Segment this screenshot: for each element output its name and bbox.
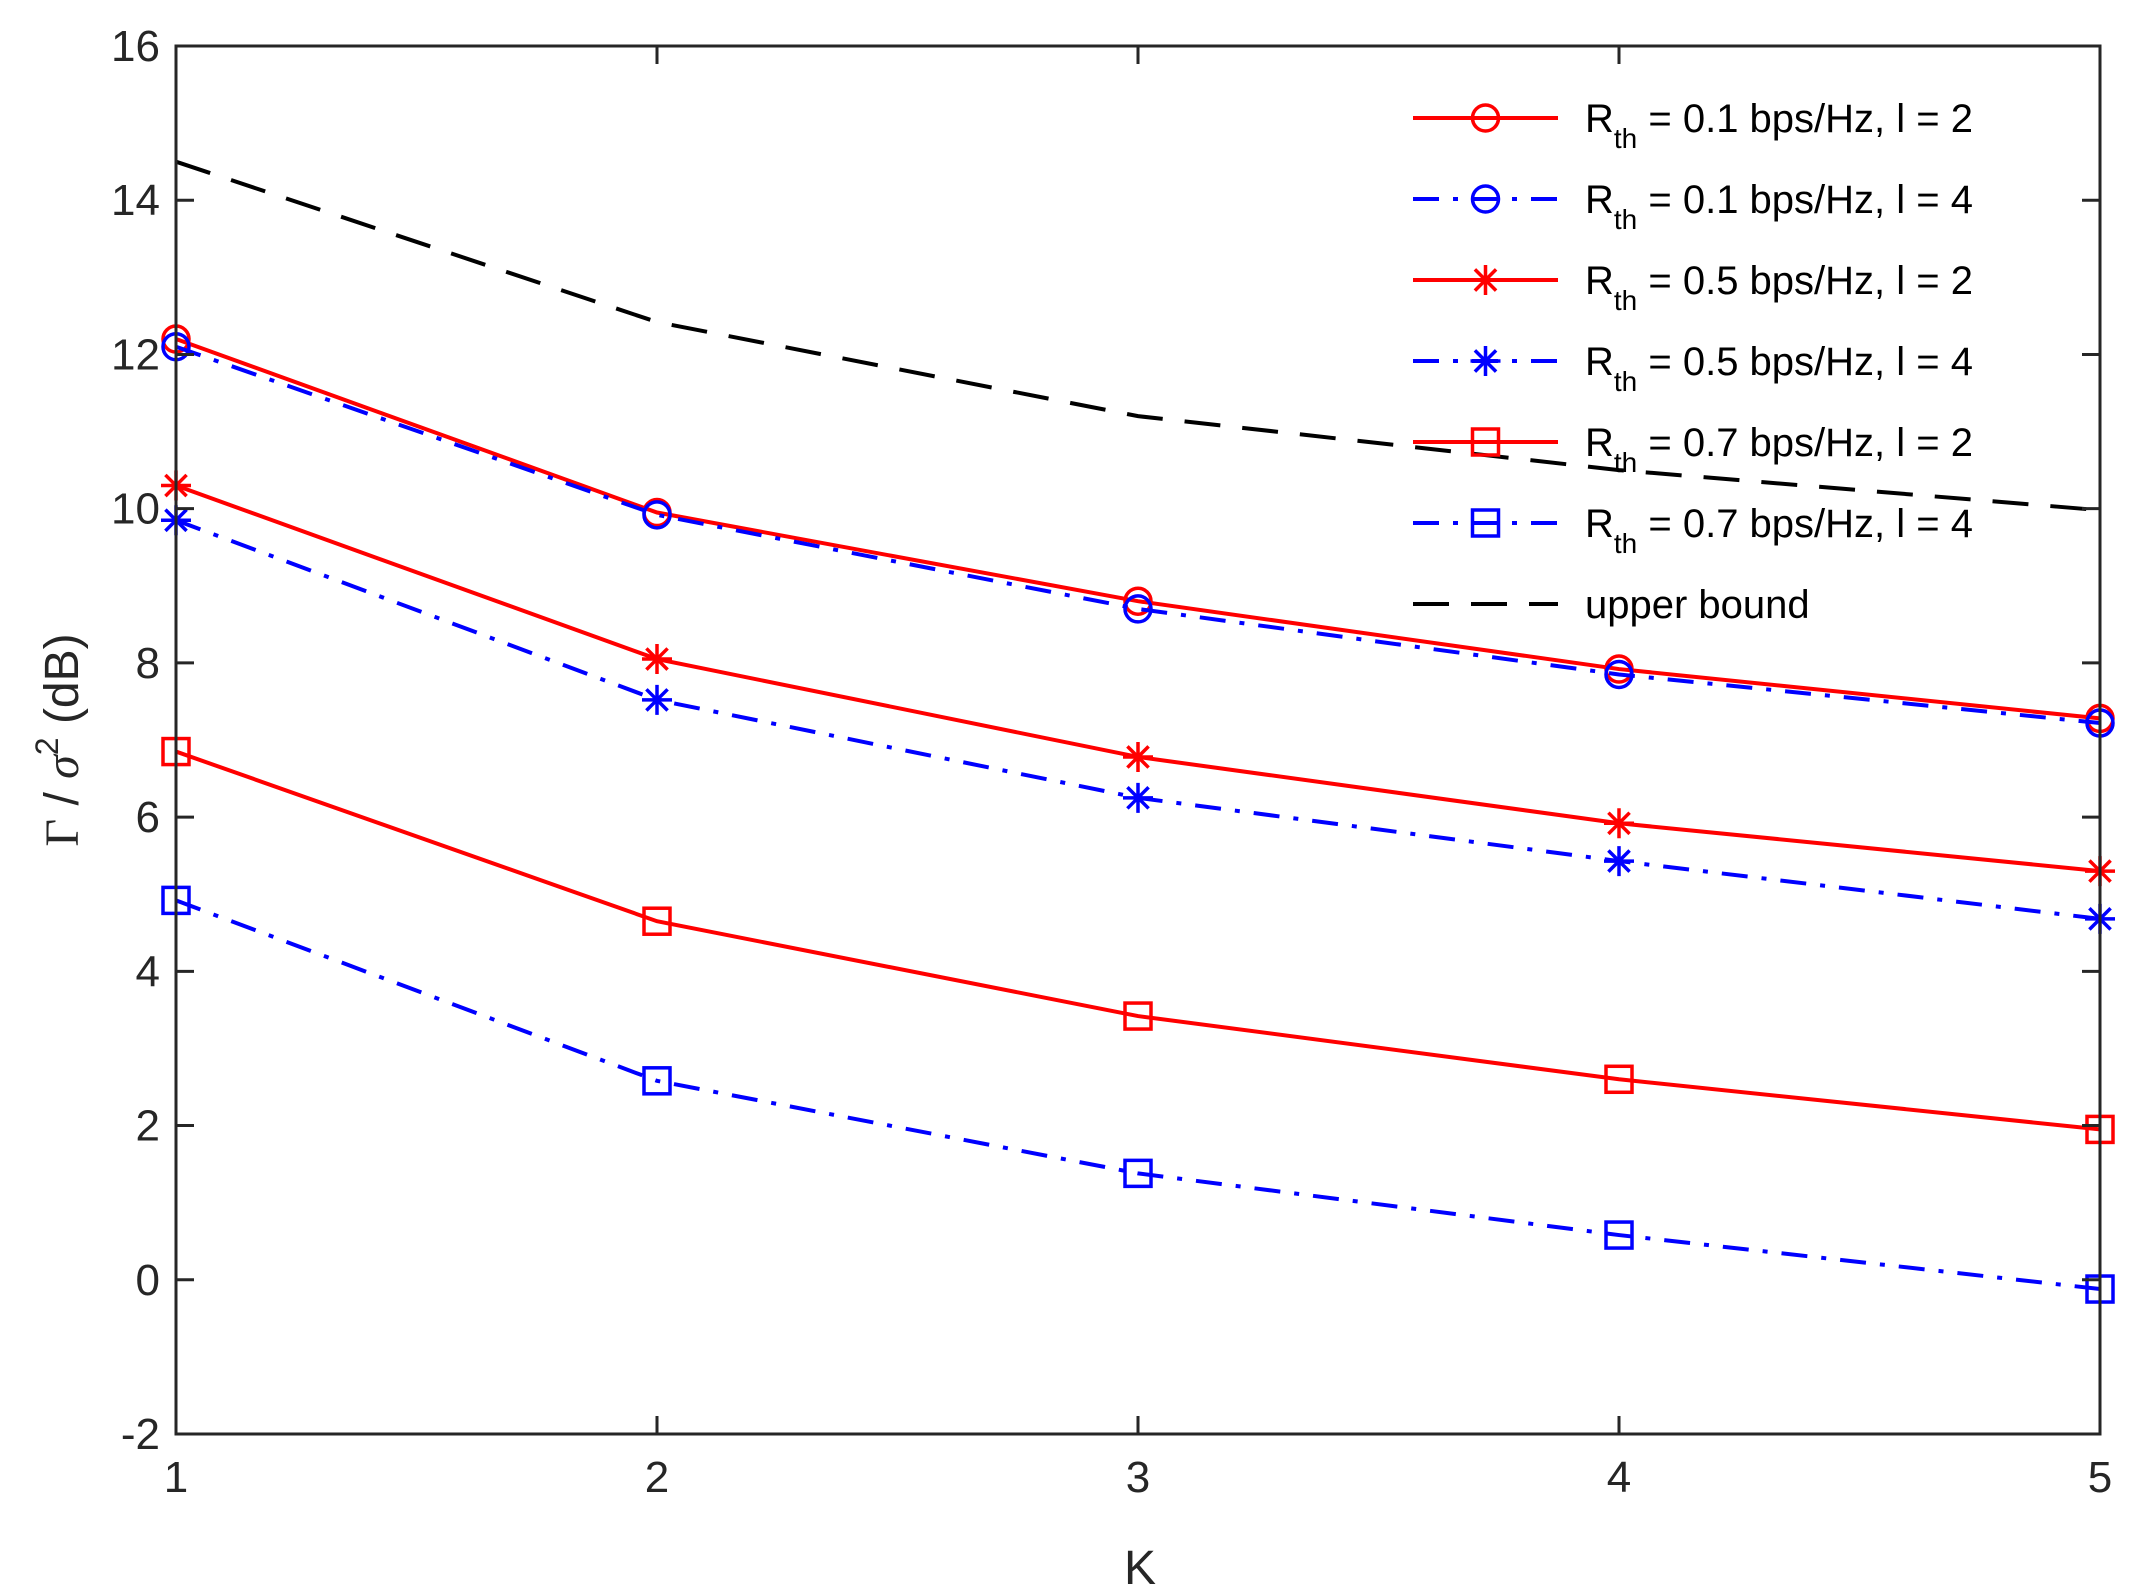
series-7 xyxy=(175,159,2101,513)
data-point-6-3 xyxy=(1123,1158,1153,1189)
y-tick-label-9: 14 xyxy=(111,176,160,225)
series-line-2 xyxy=(175,344,2101,726)
legend-label-5: Rth = 0.7 bps/Hz, l = 2 xyxy=(1585,421,1973,478)
y-axis-title-slash: / xyxy=(36,779,89,819)
legend-label-base-5: R xyxy=(1585,421,1614,465)
data-point-2-2 xyxy=(642,500,672,530)
legend-label-rest-3: = 0.5 bps/Hz, l = 2 xyxy=(1637,259,1973,303)
legend-label-rest-4: = 0.5 bps/Hz, l = 4 xyxy=(1637,340,1973,384)
legend-label-sub-4: th xyxy=(1614,366,1637,397)
y-axis-title: Γ / σ2 (dB) xyxy=(29,633,89,846)
legend-label-4: Rth = 0.5 bps/Hz, l = 4 xyxy=(1585,340,1973,397)
legend-label-rest-6: = 0.7 bps/Hz, l = 4 xyxy=(1637,502,1973,546)
legend-entry-2: Rth = 0.1 bps/Hz, l = 4 xyxy=(1413,178,1973,235)
y-tick-label-5: 6 xyxy=(136,793,160,842)
legend-label-base-6: R xyxy=(1585,502,1614,546)
legend-label-sub-1: th xyxy=(1614,123,1637,154)
x-tick-label-4: 4 xyxy=(1607,1453,1631,1502)
legend-entry-6: Rth = 0.7 bps/Hz, l = 4 xyxy=(1413,502,1973,559)
data-point-6-2 xyxy=(642,1066,672,1096)
legend-marker-4 xyxy=(1470,346,1501,376)
legend-entry-1: Rth = 0.1 bps/Hz, l = 2 xyxy=(1413,97,1973,154)
data-point-3-2 xyxy=(642,644,672,675)
legend-label-2: Rth = 0.1 bps/Hz, l = 4 xyxy=(1585,178,1973,235)
legend-label-base-2: R xyxy=(1585,178,1614,222)
legend-label-sub-5: th xyxy=(1614,447,1637,478)
legend-label-base-4: R xyxy=(1585,340,1614,384)
data-point-6-4 xyxy=(1604,1220,1634,1250)
legend-label-7: upper bound xyxy=(1585,583,1810,627)
data-point-5-4 xyxy=(1604,1064,1634,1095)
legend-entry-3: Rth = 0.5 bps/Hz, l = 2 xyxy=(1413,259,1973,316)
legend-label-6: Rth = 0.7 bps/Hz, l = 4 xyxy=(1585,502,1973,559)
y-axis-title-unit: (dB) xyxy=(36,633,89,737)
data-point-5-3 xyxy=(1123,1001,1153,1031)
series-2 xyxy=(161,331,2115,738)
legend-label-base-7: upper bound xyxy=(1585,583,1810,627)
legend-label-base-1: R xyxy=(1585,97,1614,141)
legend-marker-1 xyxy=(1470,103,1501,133)
legend-label-rest-1: = 0.1 bps/Hz, l = 2 xyxy=(1637,97,1973,141)
legend-label-rest-5: = 0.7 bps/Hz, l = 2 xyxy=(1637,421,1973,465)
legend-marker-2 xyxy=(1470,184,1501,214)
legend-label-sub-6: th xyxy=(1614,528,1637,559)
data-point-4-3 xyxy=(1123,782,1153,813)
legend-label-sub-2: th xyxy=(1614,204,1637,235)
data-point-3-4 xyxy=(1604,808,1634,839)
legend-label-rest-2: = 0.1 bps/Hz, l = 4 xyxy=(1637,178,1973,222)
data-point-2-4 xyxy=(1604,659,1634,690)
legend-entry-4: Rth = 0.5 bps/Hz, l = 4 xyxy=(1413,340,1973,397)
x-tick-label-1: 1 xyxy=(164,1453,188,1502)
legend-marker-5 xyxy=(1470,427,1501,457)
legend-label-3: Rth = 0.5 bps/Hz, l = 2 xyxy=(1585,259,1973,316)
y-tick-label-8: 12 xyxy=(111,330,160,379)
series-line-1 xyxy=(175,337,2101,721)
series-line-5 xyxy=(175,749,2101,1132)
y-tick-label-2: 0 xyxy=(136,1256,160,1305)
y-axis-title-sigma: σ xyxy=(36,753,89,779)
y-axis-title-gamma: Γ xyxy=(36,819,89,847)
y-axis-title-power: 2 xyxy=(29,737,65,755)
series-line-7 xyxy=(175,159,2101,513)
legend-entry-5: Rth = 0.7 bps/Hz, l = 2 xyxy=(1413,421,1973,478)
y-tick-label-1: -2 xyxy=(121,1410,160,1459)
legend-marker-3 xyxy=(1470,265,1501,295)
data-point-2-3 xyxy=(1123,594,1153,624)
y-tick-label-10: 16 xyxy=(111,22,160,71)
data-point-5-2 xyxy=(642,906,672,936)
x-tick-label-2: 2 xyxy=(645,1453,669,1502)
x-tick-label-3: 3 xyxy=(1126,1453,1150,1502)
data-point-4-4 xyxy=(1604,846,1634,877)
y-tick-label-4: 4 xyxy=(136,947,160,996)
legend-marker-6 xyxy=(1470,508,1501,538)
data-point-4-2 xyxy=(642,684,672,715)
legend-label-1: Rth = 0.1 bps/Hz, l = 2 xyxy=(1585,97,1973,154)
legend-label-base-3: R xyxy=(1585,259,1614,303)
data-point-3-3 xyxy=(1123,741,1153,772)
legend-entry-7: upper bound xyxy=(1413,583,1810,627)
y-tick-label-3: 2 xyxy=(136,1102,160,1151)
series-6 xyxy=(161,885,2115,1304)
data-point-1-3 xyxy=(1123,586,1153,616)
x-axis-title: K xyxy=(1124,1542,1156,1594)
y-tick-label-7: 10 xyxy=(111,485,160,534)
legend-label-sub-3: th xyxy=(1614,285,1637,316)
x-tick-label-5: 5 xyxy=(2088,1453,2112,1502)
series-line-6 xyxy=(175,898,2101,1292)
y-tick-label-6: 8 xyxy=(136,639,160,688)
